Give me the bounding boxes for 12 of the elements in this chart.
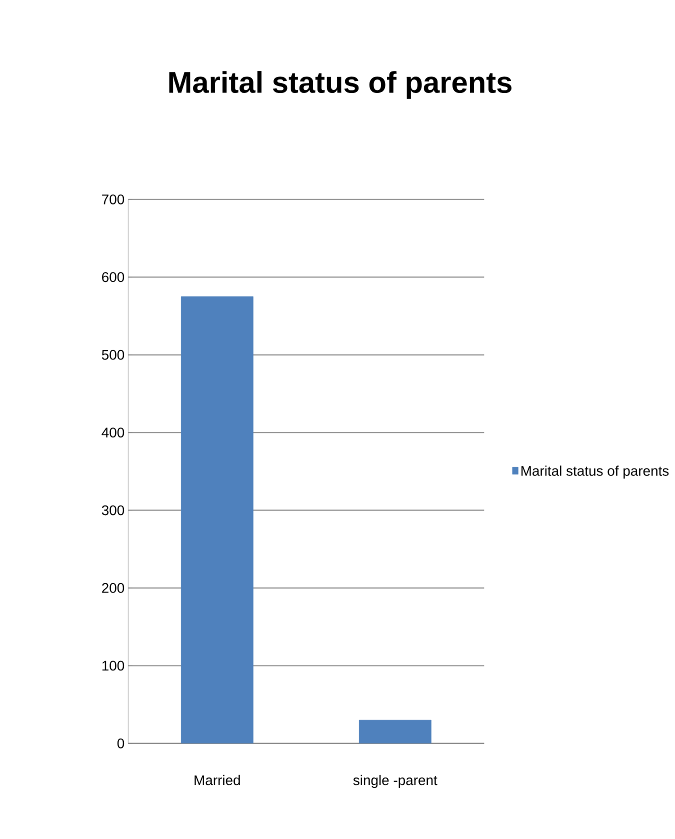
y-tick-label: 200 (102, 583, 124, 593)
y-tick-label: 600 (102, 272, 124, 282)
y-tick-label: 0 (117, 738, 124, 748)
x-tick-label: Married (194, 774, 240, 786)
x-tick-label: single -parent (353, 774, 438, 788)
y-tick-label: 700 (102, 194, 124, 204)
y-tick-label: 500 (102, 350, 124, 360)
legend-label: Marital status of parents (521, 466, 669, 479)
y-tick-label: 300 (102, 505, 124, 516)
chart-title: Marital status of parents (169, 71, 512, 99)
y-tick-label: 400 (102, 428, 124, 438)
y-tick-label: 100 (102, 660, 124, 671)
